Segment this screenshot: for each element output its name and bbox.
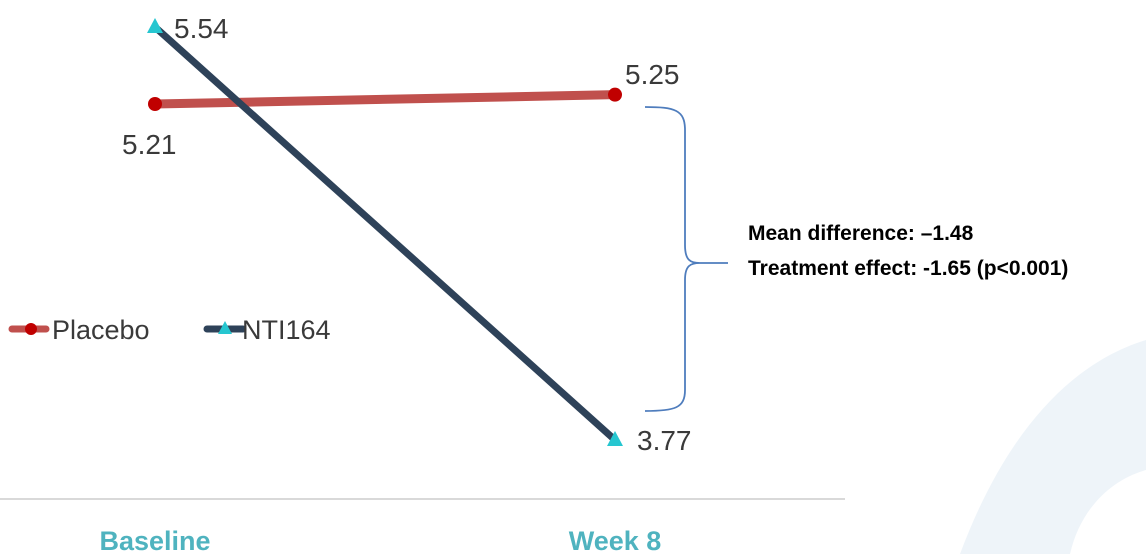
legend-marker-placebo bbox=[25, 323, 37, 335]
data-label-placebo-baseline: 5.21 bbox=[122, 129, 177, 160]
data-point-nti164-week8 bbox=[607, 431, 623, 446]
legend-marker-nti164 bbox=[218, 321, 232, 334]
legend-label-nti164: NTI164 bbox=[242, 315, 331, 345]
series-line-placebo bbox=[150, 90, 620, 109]
data-point-placebo-week8 bbox=[608, 87, 622, 102]
watermark-shape bbox=[960, 340, 1146, 554]
x-tick-label-week8: Week 8 bbox=[569, 526, 662, 554]
data-label-nti164-baseline: 5.54 bbox=[174, 13, 229, 44]
data-point-placebo-baseline bbox=[148, 97, 162, 111]
x-tick-label-baseline: Baseline bbox=[99, 526, 210, 554]
data-point-nti164-baseline bbox=[147, 18, 163, 33]
series-line-nti164 bbox=[151, 23, 619, 444]
data-label-nti164-week8: 3.77 bbox=[637, 425, 692, 456]
annotation-mean-difference: Mean difference: –1.48 bbox=[748, 222, 974, 245]
brace-icon bbox=[644, 106, 728, 412]
legend: Placebo NTI164 bbox=[8, 315, 331, 345]
annotation-treatment-effect: Treatment effect: -1.65 (p<0.001) bbox=[748, 257, 1068, 280]
data-label-placebo-week8: 5.25 bbox=[625, 59, 680, 90]
legend-label-placebo: Placebo bbox=[52, 315, 150, 345]
